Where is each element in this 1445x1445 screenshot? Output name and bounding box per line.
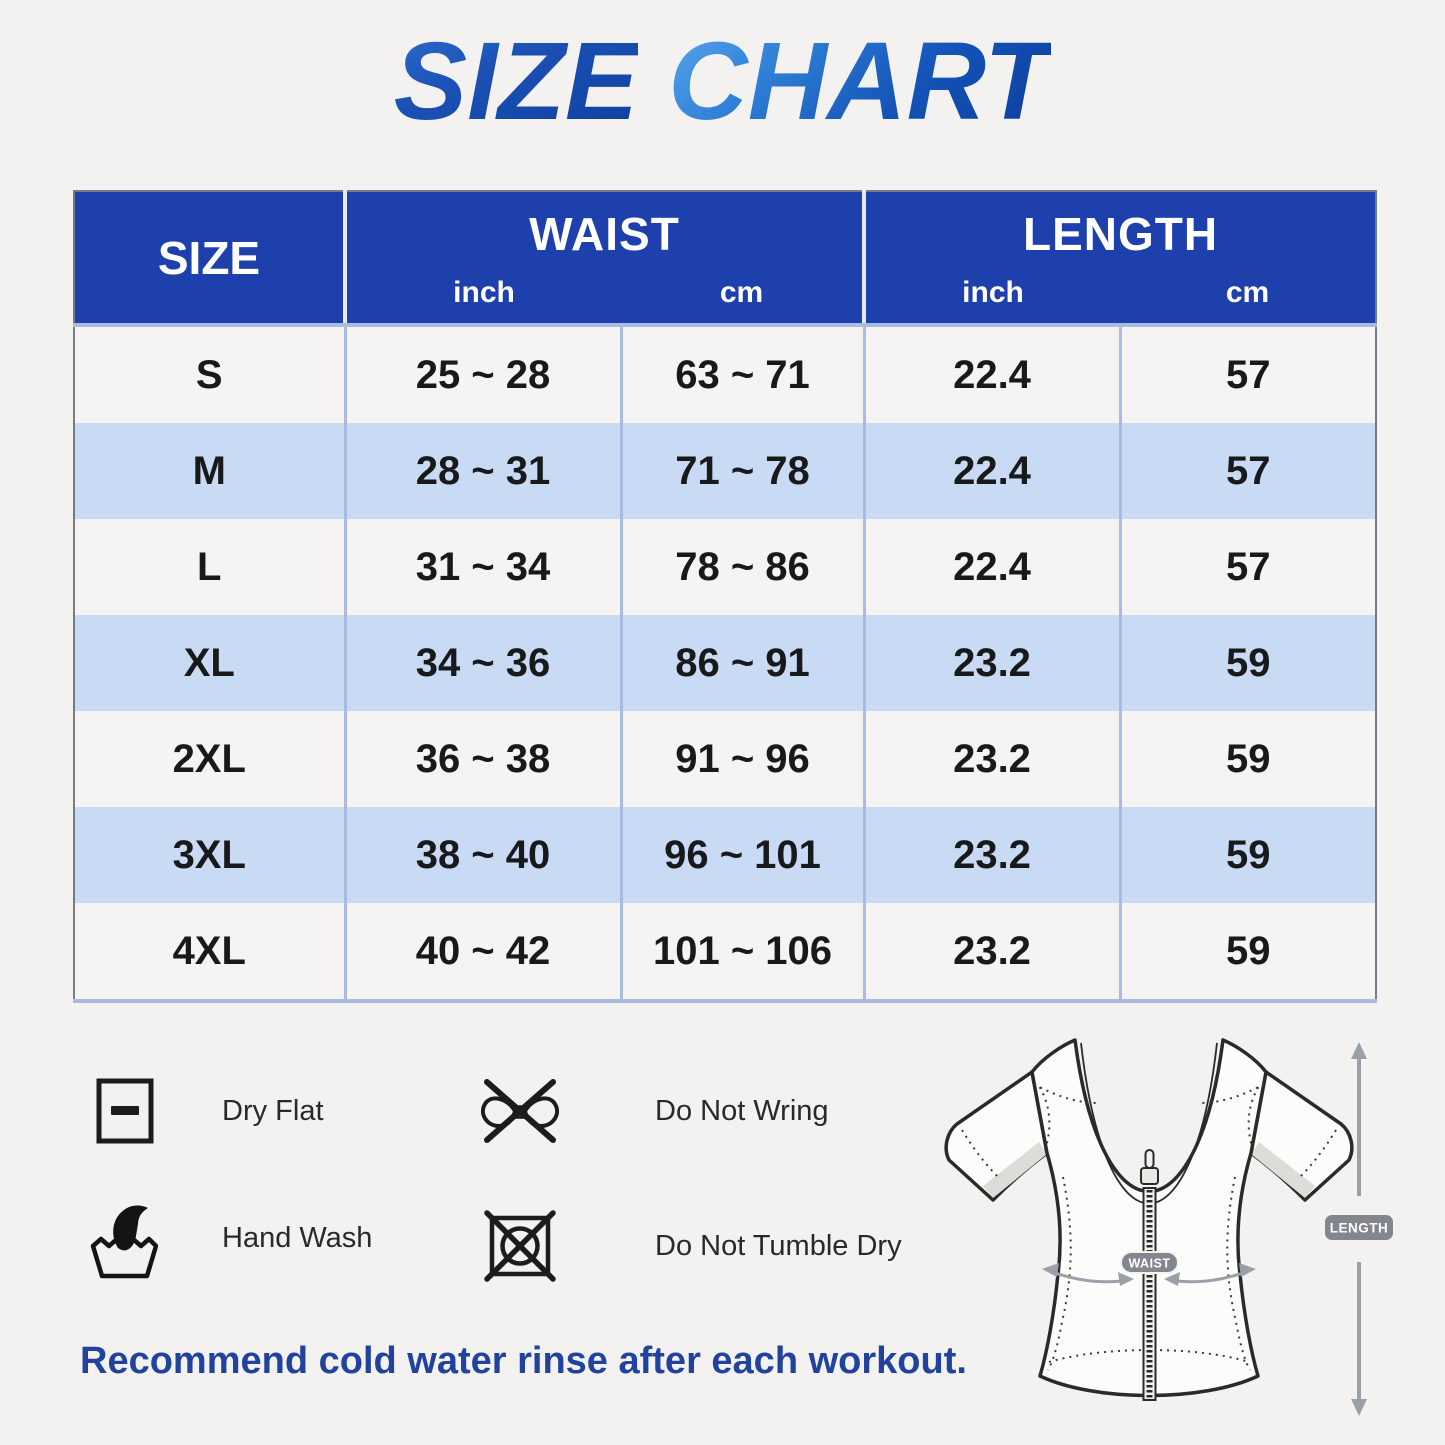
- care-instruction-do-not-tumble-dry: Do Not Tumble Dry: [483, 1209, 902, 1283]
- care-label: Hand Wash: [222, 1221, 373, 1254]
- waist-inch-cell: 38 ~ 40: [343, 807, 621, 903]
- care-label: Dry Flat: [222, 1094, 324, 1127]
- size-chart-table: SIZE WAIST LENGTH inch cm inch cm S 25 ~…: [73, 190, 1378, 1003]
- care-instruction-dry-flat: Dry Flat: [96, 1078, 324, 1144]
- length-cm-cell: 59: [1118, 615, 1377, 711]
- waist-cm-cell: 71 ~ 78: [619, 423, 865, 519]
- size-cell: L: [74, 519, 345, 615]
- length-inch-cell: 22.4: [862, 325, 1121, 423]
- table-row: L 31 ~ 34 78 ~ 86 22.4 57: [74, 519, 1377, 615]
- length-inch-cell: 22.4: [862, 519, 1121, 615]
- unit-header-waist-cm: cm: [621, 276, 867, 327]
- waist-cm-cell: 91 ~ 96: [619, 711, 865, 807]
- unit-header-waist-inch: inch: [345, 276, 621, 327]
- table-row: 3XL 38 ~ 40 96 ~ 101 23.2 59: [74, 807, 1377, 903]
- waist-cm-cell: 101 ~ 106: [619, 903, 865, 1003]
- length-inch-cell: 22.4: [862, 423, 1121, 519]
- header-row-units: inch cm inch cm: [74, 276, 1377, 327]
- header-row-groups: SIZE WAIST LENGTH: [74, 191, 1377, 327]
- waist-cm-cell: 86 ~ 91: [619, 615, 865, 711]
- size-cell: 3XL: [74, 807, 345, 903]
- care-instruction-hand-wash: Hand Wash: [90, 1196, 372, 1280]
- length-cm-cell: 57: [1118, 519, 1377, 615]
- page-title: SIZE CHART: [0, 18, 1445, 145]
- length-badge: LENGTH: [1323, 1213, 1395, 1242]
- length-arrow: [1351, 1042, 1367, 1416]
- length-badge-label: LENGTH: [1330, 1221, 1389, 1236]
- do-not-wring-icon: [477, 1074, 563, 1148]
- length-inch-cell: 23.2: [862, 807, 1121, 903]
- length-cm-cell: 59: [1118, 903, 1377, 1003]
- waist-inch-cell: 31 ~ 34: [343, 519, 621, 615]
- length-cm-cell: 59: [1118, 711, 1377, 807]
- waist-badge: WAIST: [1120, 1251, 1179, 1274]
- waist-inch-cell: 28 ~ 31: [343, 423, 621, 519]
- waist-arrows: [1042, 1263, 1256, 1286]
- do-not-tumble-dry-icon: [483, 1209, 557, 1283]
- title-word-size: SIZE: [393, 20, 639, 143]
- waist-cm-cell: 96 ~ 101: [619, 807, 865, 903]
- table-row: 2XL 36 ~ 38 91 ~ 96 23.2 59: [74, 711, 1377, 807]
- length-cm-cell: 57: [1118, 325, 1377, 423]
- unit-header-length-cm: cm: [1120, 276, 1377, 327]
- size-cell: S: [74, 325, 345, 423]
- length-inch-cell: 23.2: [862, 711, 1121, 807]
- length-cm-cell: 57: [1118, 423, 1377, 519]
- table-row: S 25 ~ 28 63 ~ 71 22.4 57: [74, 325, 1377, 423]
- care-note: Recommend cold water rinse after each wo…: [80, 1340, 967, 1382]
- dry-flat-icon: [96, 1078, 154, 1144]
- garment-measure-diagram: WAIST LENGTH: [944, 1038, 1395, 1416]
- waist-inch-cell: 34 ~ 36: [343, 615, 621, 711]
- waist-cm-cell: 78 ~ 86: [619, 519, 865, 615]
- hand-wash-icon: [90, 1196, 159, 1280]
- size-cell: 4XL: [74, 903, 345, 1003]
- waist-inch-cell: 25 ~ 28: [343, 325, 621, 423]
- care-label: Do Not Tumble Dry: [655, 1229, 902, 1262]
- care-instruction-do-not-wring: Do Not Wring: [477, 1074, 829, 1148]
- waist-inch-cell: 36 ~ 38: [343, 711, 621, 807]
- size-cell: M: [74, 423, 345, 519]
- table-row: XL 34 ~ 36 86 ~ 91 23.2 59: [74, 615, 1377, 711]
- table-row: M 28 ~ 31 71 ~ 78 22.4 57: [74, 423, 1377, 519]
- care-label: Do Not Wring: [655, 1094, 829, 1127]
- column-header-waist: WAIST: [345, 191, 867, 276]
- column-header-size: SIZE: [74, 191, 347, 327]
- size-cell: 2XL: [74, 711, 345, 807]
- zipper: [1140, 1149, 1159, 1401]
- table-row: 4XL 40 ~ 42 101 ~ 106 23.2 59: [74, 903, 1377, 1003]
- waist-cm-cell: 63 ~ 71: [619, 325, 865, 423]
- column-header-length: LENGTH: [864, 191, 1377, 276]
- length-inch-cell: 23.2: [862, 615, 1121, 711]
- length-cm-cell: 59: [1118, 807, 1377, 903]
- unit-header-length-inch: inch: [864, 276, 1121, 327]
- length-inch-cell: 23.2: [862, 903, 1121, 1003]
- waist-badge-label: WAIST: [1128, 1257, 1170, 1271]
- title-word-chart: CHART: [668, 20, 1052, 143]
- waist-inch-cell: 40 ~ 42: [343, 903, 621, 1003]
- size-cell: XL: [74, 615, 345, 711]
